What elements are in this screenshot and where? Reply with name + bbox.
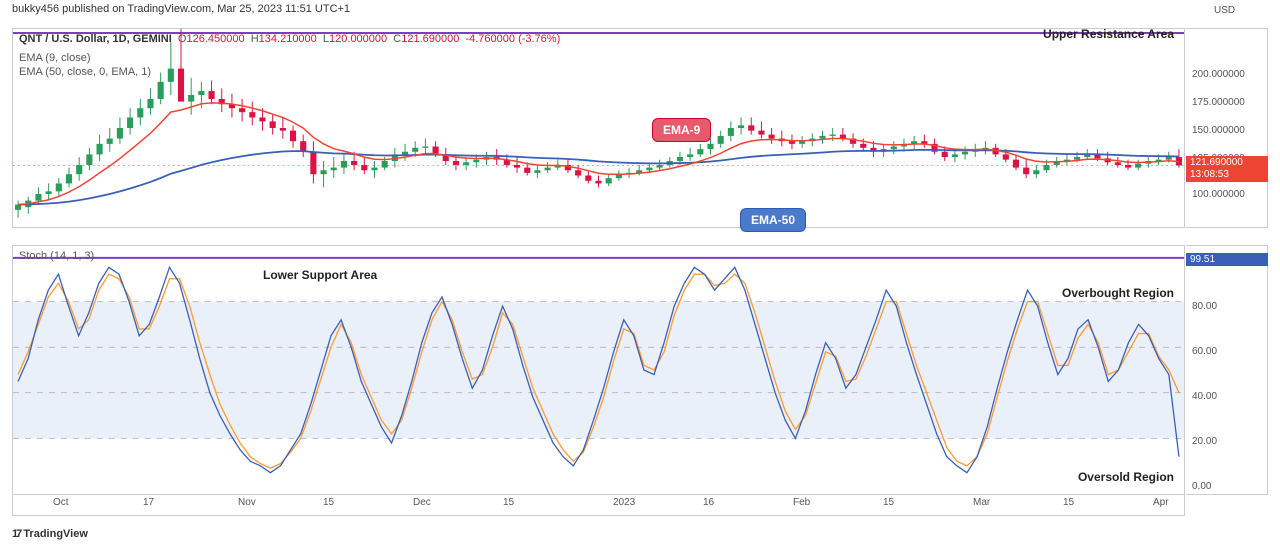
time-tick: 15 — [1063, 497, 1074, 508]
time-tick: Feb — [793, 497, 810, 508]
ema50-callout: EMA-50 — [740, 208, 806, 232]
stoch-tick: 0.00 — [1192, 481, 1211, 492]
time-tick: Mar — [973, 497, 990, 508]
upper-resistance-label: Upper Resistance Area — [1043, 27, 1174, 41]
price-chart[interactable]: QNT / U.S. Dollar, 1D, GEMINI O126.45000… — [12, 28, 1185, 228]
time-tick: Nov — [238, 497, 256, 508]
indicator-labels: EMA (9, close) EMA (50, close, 0, EMA, 1… — [19, 51, 151, 79]
price-tag-time: 13:08:53 — [1190, 169, 1264, 181]
change-value: -4.760000 (-3.76%) — [465, 33, 560, 45]
stoch-tick: 40.00 — [1192, 391, 1217, 402]
ema50-indicator-label: EMA (50, close, 0, EMA, 1) — [19, 65, 151, 79]
close-value: 121.690000 — [401, 33, 459, 45]
price-tag-value: 121.690000 — [1190, 157, 1264, 169]
oversold-label: Oversold Region — [1078, 470, 1174, 484]
time-tick: Oct — [53, 497, 69, 508]
price-chart-svg — [13, 29, 1184, 227]
ema9-callout: EMA-9 — [652, 118, 711, 142]
price-tick: 150.000000 — [1192, 125, 1245, 136]
time-tick: Dec — [413, 497, 431, 508]
price-axis-header: USD — [1214, 5, 1235, 16]
symbol: QNT / U.S. Dollar, 1D, GEMINI — [19, 33, 172, 45]
time-tick: 15 — [503, 497, 514, 508]
stoch-axis[interactable]: 80.00 60.00 40.00 20.00 0.00 — [1186, 245, 1268, 495]
stochastic-chart[interactable]: Stoch (14, 1, 3) Lower Support Area Over… — [12, 245, 1185, 495]
high-value: 134.210000 — [259, 33, 317, 45]
time-tick: 16 — [703, 497, 714, 508]
time-tick: 15 — [883, 497, 894, 508]
time-tick: 2023 — [613, 497, 635, 508]
time-tick: Apr — [1153, 497, 1169, 508]
stoch-tick: 60.00 — [1192, 346, 1217, 357]
symbol-ohlc-info: QNT / U.S. Dollar, 1D, GEMINI O126.45000… — [19, 33, 560, 45]
publish-header: bukky456 published on TradingView.com, M… — [12, 3, 350, 15]
stoch-tick: 20.00 — [1192, 436, 1217, 447]
ema9-indicator-label: EMA (9, close) — [19, 51, 151, 65]
stoch-chart-svg — [13, 246, 1184, 494]
price-tick: 100.000000 — [1192, 189, 1245, 200]
stoch-indicator-label: Stoch (14, 1, 3) — [19, 250, 94, 262]
time-axis[interactable]: Oct 17 Nov 15 Dec 15 2023 16 Feb 15 Mar 15 Apr — [12, 494, 1185, 516]
time-tick: 17 — [143, 497, 154, 508]
low-value: 120.000000 — [329, 33, 387, 45]
price-axis[interactable]: USD 200.000000175.000000150.000000125.00… — [1186, 28, 1268, 228]
stoch-current-tag: 99.51 — [1186, 253, 1268, 266]
stoch-tick: 80.00 — [1192, 301, 1217, 312]
open-value: 126.450000 — [186, 33, 244, 45]
overbought-label: Overbought Region — [1062, 286, 1174, 300]
tradingview-logo: 17 TradingView — [12, 528, 88, 540]
lower-support-label: Lower Support Area — [263, 268, 377, 282]
current-price-tag: 121.690000 13:08:53 — [1186, 156, 1268, 182]
time-tick: 15 — [323, 497, 334, 508]
price-tick: 175.000000 — [1192, 97, 1245, 108]
price-tick: 200.000000 — [1192, 69, 1245, 80]
